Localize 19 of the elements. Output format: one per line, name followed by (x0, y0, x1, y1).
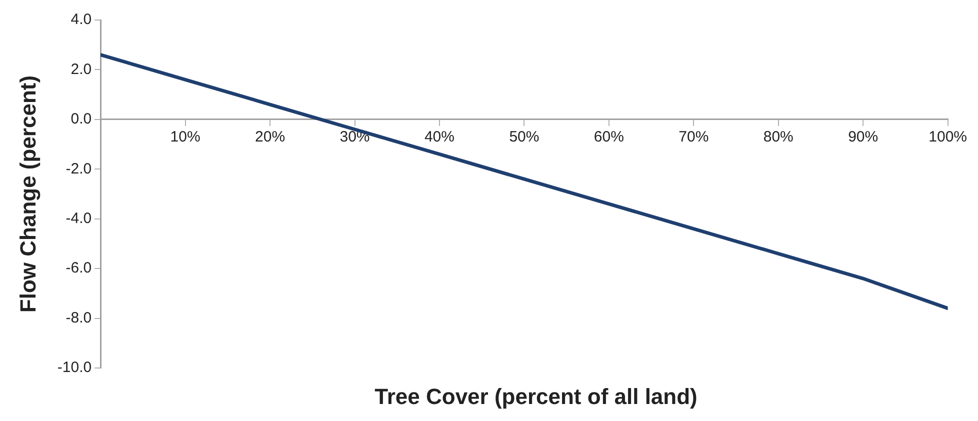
y-tick-label: 0.0 (70, 110, 92, 128)
x-tick-label: 100% (928, 128, 968, 146)
y-tick-label: 4.0 (70, 11, 92, 28)
y-tick-label: -6.0 (66, 260, 92, 277)
y-tick-label: -4.0 (66, 210, 92, 227)
x-axis-title: Tree Cover (percent of all land) (374, 384, 698, 410)
y-axis-title: Flow Change (percent) (15, 75, 40, 313)
y-tick-label: -10.0 (57, 359, 92, 376)
x-tick-label: 60% (594, 128, 624, 146)
x-tick-label: 10% (170, 128, 200, 146)
x-tick-label: 20% (255, 128, 286, 146)
x-tick-label: 70% (678, 128, 709, 146)
y-tick-label: 2.0 (70, 60, 92, 78)
x-tick-label: 80% (763, 128, 794, 146)
x-tick-label: 50% (509, 128, 540, 146)
x-tick-label: 40% (424, 128, 454, 146)
y-tick-label: -2.0 (66, 160, 92, 178)
y-tick-label: -8.0 (66, 309, 92, 326)
x-tick-label: 90% (848, 128, 878, 146)
